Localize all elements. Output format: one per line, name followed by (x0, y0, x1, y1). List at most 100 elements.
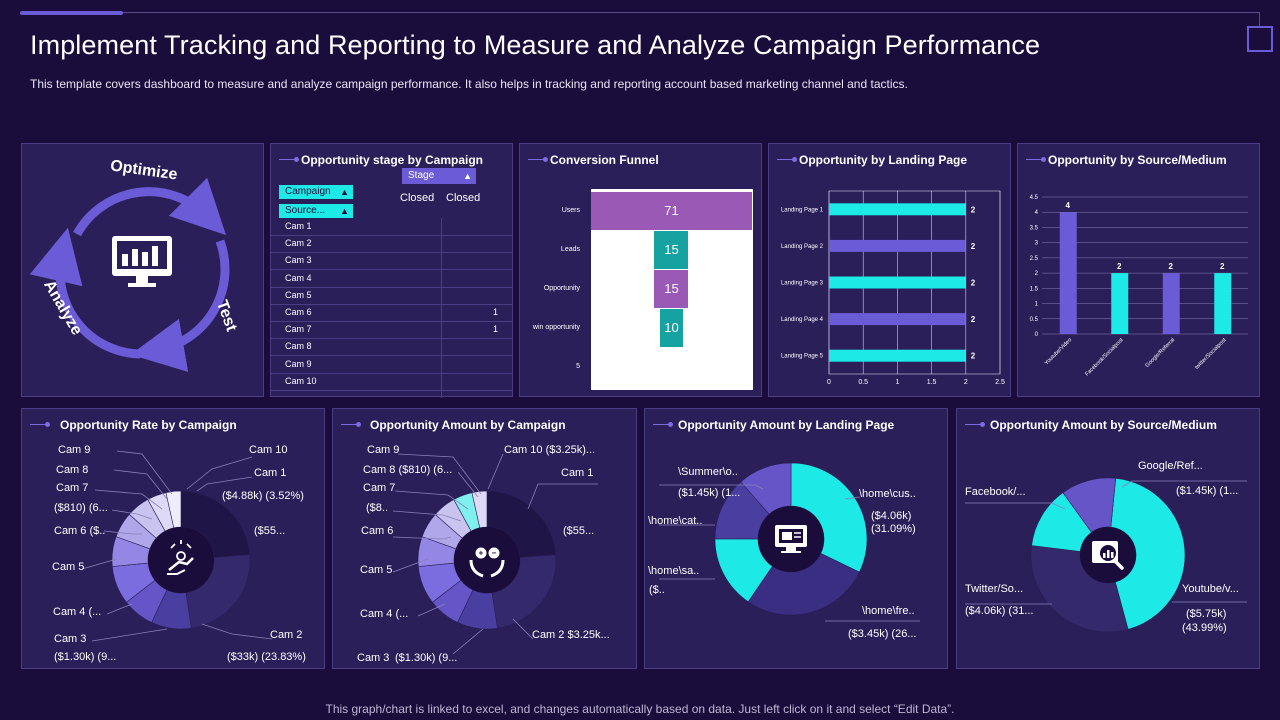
rate-label-cam1: Cam 1 (254, 467, 287, 479)
y-tick-label: 3 (1035, 241, 1039, 247)
table-row-divider (271, 338, 513, 340)
corner-square (1247, 26, 1273, 52)
amount-label-cam5: Cam 5 (360, 564, 393, 576)
y-category-label: Landing Page 1 (781, 207, 824, 213)
table-row-label: Cam 6 (285, 307, 312, 317)
amount-source-label-twitter: Twitter/So... (965, 583, 1024, 595)
funnel-stage-label: 5 (576, 363, 580, 370)
rate-label-cam7-value: ($810) (6... (54, 502, 108, 514)
funnel-bar: 71 (591, 192, 752, 230)
x-category-label: Youtube/Video (1044, 337, 1073, 366)
y-tick-label: 0.5 (1030, 317, 1039, 323)
campaign-filter-chip[interactable]: Campaign ▲ (279, 185, 353, 199)
table-row-label: Cam 2 (285, 238, 312, 249)
y-tick-label: 4 (1035, 210, 1039, 216)
panel-marker (1026, 157, 1046, 162)
amount-label-cam7: Cam 7 (363, 482, 396, 494)
amount-label-cam9: Cam 9 (367, 444, 400, 456)
rate-label-cam2: Cam 2 (270, 629, 303, 641)
amount-source-title: Opportunity Amount by Source/Medium (990, 418, 1217, 432)
funnel-bar: 15 (654, 231, 689, 269)
bar-value-label: 2 (971, 352, 976, 361)
source-filter-chip[interactable]: Source... ▲ (279, 204, 353, 218)
funnel-stage-label: Leads (560, 246, 580, 253)
panel-marker (30, 422, 50, 427)
table-row-divider (271, 389, 513, 391)
table-row-label: Cam 7 (285, 324, 312, 335)
stage-title: Opportunity stage by Campaign (301, 153, 484, 167)
bar-value-label: 4 (1066, 201, 1071, 210)
table-row-divider (271, 286, 513, 288)
table-row-label: Cam 1 (285, 221, 312, 231)
amount-label-cam7-value: ($8.. (366, 502, 389, 514)
amount-landing-donut-chart (714, 462, 868, 616)
rate-label-cam8: Cam 8 (56, 464, 89, 476)
cycle-arrow-top (73, 177, 227, 237)
page-subtitle: This template covers dashboard to measur… (30, 77, 908, 91)
x-tick-label: 2 (964, 379, 968, 386)
bar-value-label: 2 (971, 205, 976, 214)
amount-landing-label-homecus: \home\cus.. (859, 488, 916, 500)
amount-source-donut-chart (1030, 477, 1186, 633)
table-row-divider (271, 269, 513, 271)
rate-title: Opportunity Rate by Campaign (60, 418, 237, 432)
top-divider (20, 12, 1260, 13)
amount-source-label-youtube-value: ($5.75k) (1186, 608, 1227, 620)
rate-label-cam3-value: ($1.30k) (9... (54, 651, 117, 663)
amount-landing-label-homefre: \home\fre.. (862, 605, 915, 617)
amount-label-cam10: Cam 10 ($3.25k)... (504, 444, 596, 456)
page-title: Implement Tracking and Reporting to Meas… (30, 30, 1041, 60)
y-tick-label: 2 (1035, 271, 1039, 277)
sort-up-icon: ▲ (463, 171, 472, 181)
landing-bar (829, 239, 966, 252)
source-bar (1162, 273, 1180, 334)
hand-growth-icon (167, 540, 194, 575)
x-tick-label: 1 (895, 379, 899, 386)
amount-source-label-twitter-value: ($4.06k) (31... (965, 605, 1034, 617)
amount-label-cam3: Cam 3 (357, 652, 390, 664)
donut-slice (747, 553, 860, 616)
top-accent-bar (20, 11, 123, 15)
rate-label-cam1-value: ($4.88k) (3.52%) (222, 490, 304, 502)
amount-landing-label-homefre-value: ($3.45k) (26... (848, 628, 917, 640)
stage-panel: Opportunity stage by Campaign Campaign ▲ … (270, 143, 513, 398)
panel-marker (341, 422, 361, 427)
footer-note: This graph/chart is linked to excel, and… (325, 702, 955, 716)
funnel-stage-label: Opportunity (543, 285, 580, 292)
x-category-label: Google/Referral (1144, 337, 1176, 369)
svg-text:−: − (492, 549, 497, 558)
stage-filter-chip[interactable]: Stage ▲ (402, 168, 476, 184)
y-category-label: Landing Page 3 (781, 281, 824, 287)
stage-col-header-1: Closed (400, 192, 435, 204)
landing-panel: Opportunity by Landing Page 0 0.5 1 1.5 2 2.5… (768, 143, 1011, 397)
cycle-arrow-left (29, 227, 141, 359)
top-right-connector (1259, 12, 1260, 26)
rate-leader-lines (81, 450, 273, 642)
amount-label-cam3-value: ($1.30k) (9... (395, 652, 458, 664)
x-tick-label: 1.5 (927, 379, 937, 386)
y-tick-label: 1.5 (1030, 286, 1039, 292)
amount-landing-label-homesa-value: ($.. (649, 584, 665, 596)
funnel-panel: Conversion Funnel Users 71 Leads 15 Opportun… (519, 143, 762, 397)
search-analytics-icon (1092, 541, 1124, 570)
amount-label-cam1: Cam 1 (561, 467, 594, 479)
y-category-label: Landing Page 5 (781, 354, 824, 360)
landing-bar (829, 313, 966, 326)
amount-label-cam4: Cam 4 (... (360, 608, 409, 620)
table-row-label: Cam 4 (285, 272, 312, 283)
amount-label-cam8: Cam 8 ($810) (6... (363, 464, 453, 476)
source-filter-label: Source... (285, 205, 326, 216)
panel-marker (777, 157, 797, 162)
monitor-chart-icon (112, 236, 172, 287)
table-row-label: Cam 9 (285, 358, 312, 369)
panel-marker (653, 422, 673, 427)
bar-value-label: 2 (971, 279, 976, 288)
panel-marker (528, 157, 548, 162)
table-row-label: Cam 5 (285, 289, 312, 300)
stage-col-header-2: Closed (446, 192, 481, 204)
amount-source-leader-lines (965, 480, 1247, 605)
source-chart: 0 0.5 1 1.5 2 2.5 3 3.5 4 4.5 4 Youtube/Video 2 Faceb… (1030, 195, 1248, 378)
webpage-icon (775, 525, 807, 553)
bar-value-label: 2 (1220, 262, 1225, 271)
rate-donut-chart (111, 490, 251, 630)
